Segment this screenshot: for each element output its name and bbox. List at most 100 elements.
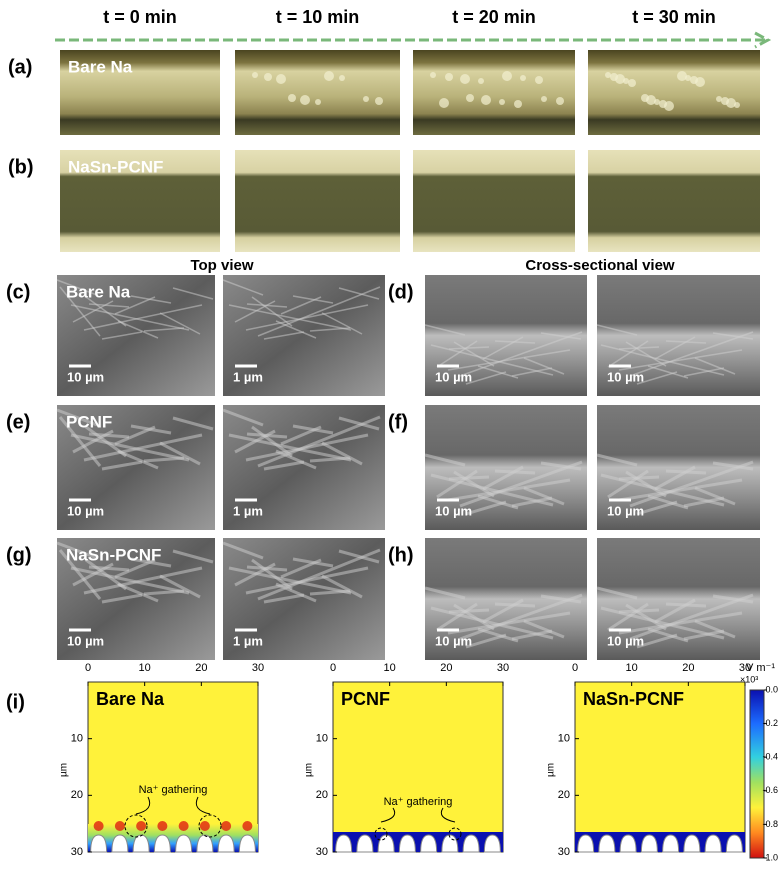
texture	[83, 566, 203, 595]
corrosion-spot	[445, 73, 453, 81]
texture	[647, 365, 689, 379]
texture	[251, 296, 293, 327]
texture	[618, 478, 743, 502]
texture	[263, 331, 305, 340]
annotation: Na⁺ gathering	[384, 796, 453, 808]
electrode-bump	[619, 834, 637, 853]
y-tick-label: 10	[71, 733, 83, 745]
corrosion-spot	[363, 96, 369, 102]
panel-label: (h)	[388, 544, 414, 566]
corrosion-spot	[264, 73, 272, 81]
corrosion-spot	[677, 71, 687, 81]
scale-label: 10 µm	[67, 633, 104, 648]
texture	[712, 461, 754, 471]
texture	[494, 340, 536, 344]
texture	[228, 566, 352, 595]
texture	[607, 469, 649, 499]
texture	[70, 304, 190, 331]
electrode-bump	[640, 834, 658, 853]
texture	[636, 371, 678, 385]
corrosion-spot	[695, 77, 705, 87]
electrode-bump	[90, 834, 108, 853]
texture	[712, 594, 754, 604]
texture	[511, 367, 553, 377]
texture	[447, 611, 571, 635]
panel-label: (c)	[6, 281, 30, 303]
y-tick-label: 30	[558, 846, 570, 858]
corrosion-spot	[664, 101, 674, 111]
texture	[101, 460, 143, 471]
hotspot	[221, 821, 232, 831]
texture	[424, 586, 466, 600]
photo	[588, 50, 760, 135]
texture	[453, 470, 495, 498]
texture	[172, 287, 214, 300]
texture	[465, 371, 507, 385]
texture	[596, 453, 638, 467]
x-tick-label: 10	[384, 662, 396, 674]
texture	[430, 344, 554, 376]
texture	[494, 602, 536, 608]
texture	[453, 341, 495, 367]
x-tick-label: 0	[330, 662, 336, 674]
panel-title: PCNF	[341, 689, 390, 709]
scale-label: 10 µm	[435, 633, 472, 648]
corrosion-spot	[556, 97, 564, 105]
gathering-ring	[198, 814, 222, 838]
time-label: t = 20 min	[452, 7, 536, 27]
electrode-bump	[683, 834, 701, 853]
texture	[523, 357, 565, 375]
texture	[665, 340, 707, 344]
texture	[321, 441, 363, 466]
content: t = 0 min t = 10 min t = 20 min t = 30 min (…	[6, 7, 778, 863]
electrode-bump	[153, 834, 171, 853]
corrosion-spot	[430, 72, 436, 78]
scale-label: 1 µm	[233, 503, 263, 518]
sample-label: NaSn-PCNF	[66, 545, 161, 564]
texture	[234, 300, 276, 323]
hotspot	[136, 821, 147, 831]
panel-label: (f)	[388, 411, 408, 433]
panel-label: (e)	[6, 411, 30, 433]
x-tick-label: 30	[739, 662, 751, 674]
texture	[56, 279, 98, 296]
sample-label: NaSn-PCNF	[68, 157, 163, 176]
texture	[465, 500, 507, 516]
corrosion-spot	[535, 76, 543, 84]
texture	[275, 320, 317, 339]
electrode-bump	[441, 834, 459, 853]
colorbar-tick-label: -1.0	[762, 852, 778, 862]
texture	[56, 408, 98, 427]
texture	[257, 415, 381, 468]
electrode-bump	[377, 834, 395, 853]
texture	[694, 357, 736, 375]
photo	[413, 150, 575, 252]
photo	[60, 50, 220, 135]
texture	[222, 279, 264, 296]
texture	[321, 574, 363, 599]
texture	[222, 541, 264, 560]
texture	[607, 602, 649, 632]
corrosion-spot	[288, 94, 296, 102]
corrosion-spot	[623, 78, 629, 84]
texture	[130, 424, 172, 435]
annotation: Na⁺ gathering	[139, 784, 208, 796]
annotation-arrow	[195, 796, 211, 815]
colorbar-tick-label: -0.6	[762, 785, 778, 795]
texture	[665, 602, 707, 608]
corrosion-spot	[315, 99, 321, 105]
texture	[540, 594, 582, 604]
corrosion-spot	[520, 75, 526, 81]
texture	[683, 496, 725, 508]
electrode-bump	[462, 834, 480, 853]
scale-label: 10 µm	[435, 503, 472, 518]
time-label: t = 10 min	[276, 7, 360, 27]
texture	[172, 549, 214, 564]
annotation-arrow	[380, 807, 396, 823]
panel-label: (b)	[8, 156, 34, 178]
texture	[263, 460, 305, 471]
texture	[338, 549, 380, 564]
texture	[59, 286, 101, 337]
corrosion-spot	[439, 98, 449, 108]
texture	[114, 296, 156, 315]
